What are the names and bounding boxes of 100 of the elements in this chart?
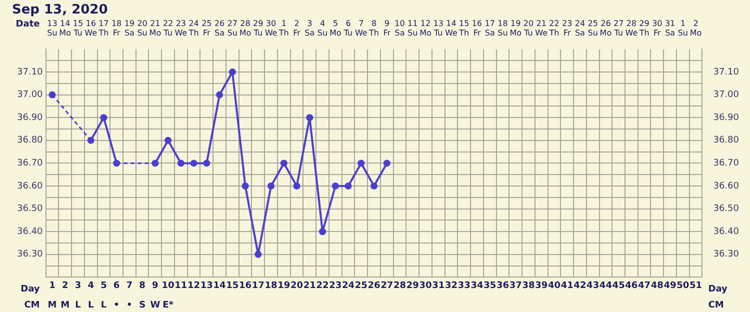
text: L [88, 300, 94, 311]
x-tick-label: 24 [342, 280, 355, 291]
point [358, 160, 365, 167]
x2-tick-label: 19 Sa [124, 18, 135, 38]
x2-tick-label: 17 Th [98, 18, 109, 38]
x-tick-label: 20 [290, 280, 304, 291]
text: • [114, 300, 120, 311]
x2-tick-label: 10 Sa [394, 18, 405, 38]
x2-tick-label: 29 Tu [252, 18, 264, 38]
x2-tick-label: 23 We [174, 18, 188, 38]
text: • [126, 300, 132, 311]
point [254, 250, 262, 258]
x2-tick-label: 1 Su [678, 18, 688, 38]
x2-tick-label: 7 We [354, 18, 368, 38]
x2-tick-label: 26 Mo [600, 18, 612, 38]
point [319, 228, 326, 236]
x2-tick-label: 22 Tu [162, 18, 174, 38]
x2-tick-label: 13 Su [47, 18, 58, 38]
x-tick-label: 19 [278, 280, 290, 291]
y-tick-label: 36.60 [17, 181, 44, 192]
x2-tick-label: 21 We [535, 18, 548, 38]
x2-tick-label: 15 Tu [72, 18, 84, 38]
y-tick-label: 37.10 [17, 67, 44, 78]
point [370, 182, 378, 190]
x2-tick-label: 8 Th [368, 18, 379, 38]
x2-tick-label: 14 We [445, 18, 458, 38]
x-tick-label: 42 [574, 280, 586, 291]
point [190, 160, 198, 167]
point [177, 160, 184, 167]
x2-tick-label: 30 Fr [652, 18, 662, 38]
x-tick-label: 43 [586, 280, 600, 291]
text: CM [24, 300, 40, 311]
x2-tick-label: 31 Sa [664, 18, 676, 38]
y2-tick-label: 36.60 [713, 181, 740, 192]
x-tick-label: 31 [432, 280, 445, 291]
x2-tick-label: 24 Th [188, 18, 199, 38]
x2-tick-label: 23 Fr [562, 18, 572, 38]
x2-tick-label: 2 Fr [293, 18, 302, 38]
x2-tick-label: 27 Su [227, 18, 238, 38]
point [306, 114, 314, 122]
x-tick-label: 44 [599, 280, 612, 291]
x2-tick-label: 9 Fr [383, 18, 392, 38]
point [216, 91, 224, 98]
x-tick-label: 29 [406, 280, 419, 291]
x-tick-label: 26 [368, 280, 380, 291]
x-tick-label: 7 [126, 280, 133, 291]
point [48, 91, 56, 98]
x2-tick-label: 20 Tu [523, 18, 534, 38]
x2-tick-label: 15 Th [458, 18, 470, 38]
x-tick-label: 5 [100, 280, 107, 291]
text: M [48, 300, 57, 311]
x-tick-label: 22 [316, 280, 329, 291]
point [152, 160, 159, 167]
point [242, 182, 249, 190]
x-tick-label: 17 [252, 280, 264, 291]
x-tick-label: 18 [264, 280, 278, 291]
x-tick-label: 38 [522, 280, 535, 291]
x-tick-label: 23 [329, 280, 342, 291]
point [344, 182, 352, 190]
x-tick-label: 36 [496, 280, 509, 291]
x2-tick-label: 26 Sa [214, 18, 225, 38]
point [228, 68, 236, 76]
x-tick-label: 40 [548, 280, 560, 291]
x-tick-label: 46 [625, 280, 638, 291]
text: M [60, 300, 70, 311]
x-tick-label: 25 [354, 280, 368, 291]
x-tick-label: 2 [62, 280, 68, 291]
x2-tick-label: 30 We [264, 18, 278, 38]
x-tick-label: 15 [226, 280, 239, 291]
y-tick-label: 37.00 [17, 90, 44, 100]
chart-title: Sep 13, 2020 [12, 2, 108, 18]
x-tick-label: 32 [444, 280, 458, 291]
x2-tick-label: 28 We [625, 18, 638, 38]
x2-tick-label: 5 Mo [329, 18, 342, 38]
x-tick-label: 4 [88, 280, 94, 291]
x2-tick-label: 18 Fr [111, 18, 122, 38]
point [383, 160, 390, 167]
x2-tick-label: 25 Fr [202, 18, 212, 38]
x2-tick-label: 1 Th [278, 18, 289, 38]
x2-tick-label: 21 Mo [149, 18, 162, 38]
y-tick-label: 36.50 [17, 204, 44, 214]
x-axis-title: Day [20, 284, 40, 295]
text: E* [162, 300, 174, 311]
x-tick-label: 8 [139, 280, 146, 291]
y2-tick-label: 37.10 [713, 67, 740, 78]
y2-tick-label: 36.80 [713, 136, 740, 146]
text: L [100, 300, 107, 311]
x-tick-label: 6 [113, 280, 120, 291]
x-tick-label: 50 [676, 280, 690, 291]
x-tick-label: 14 [213, 280, 226, 291]
x-tick-label: 13 [200, 280, 213, 291]
x2-tick-label: 4 Su [317, 18, 328, 38]
x-tick-label: 21 [303, 280, 316, 291]
point [280, 160, 288, 167]
x-tick-label: 10 [162, 280, 174, 291]
x2-axis-title: Date [16, 19, 40, 30]
x-tick-label: 51 [690, 280, 702, 291]
y-tick-label: 36.30 [17, 250, 44, 260]
y-tick-label: 36.90 [17, 112, 44, 123]
x-tick-label: 34 [470, 280, 484, 291]
